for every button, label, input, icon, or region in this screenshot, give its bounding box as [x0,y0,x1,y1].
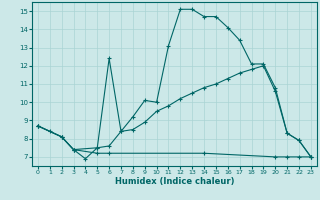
X-axis label: Humidex (Indice chaleur): Humidex (Indice chaleur) [115,177,234,186]
